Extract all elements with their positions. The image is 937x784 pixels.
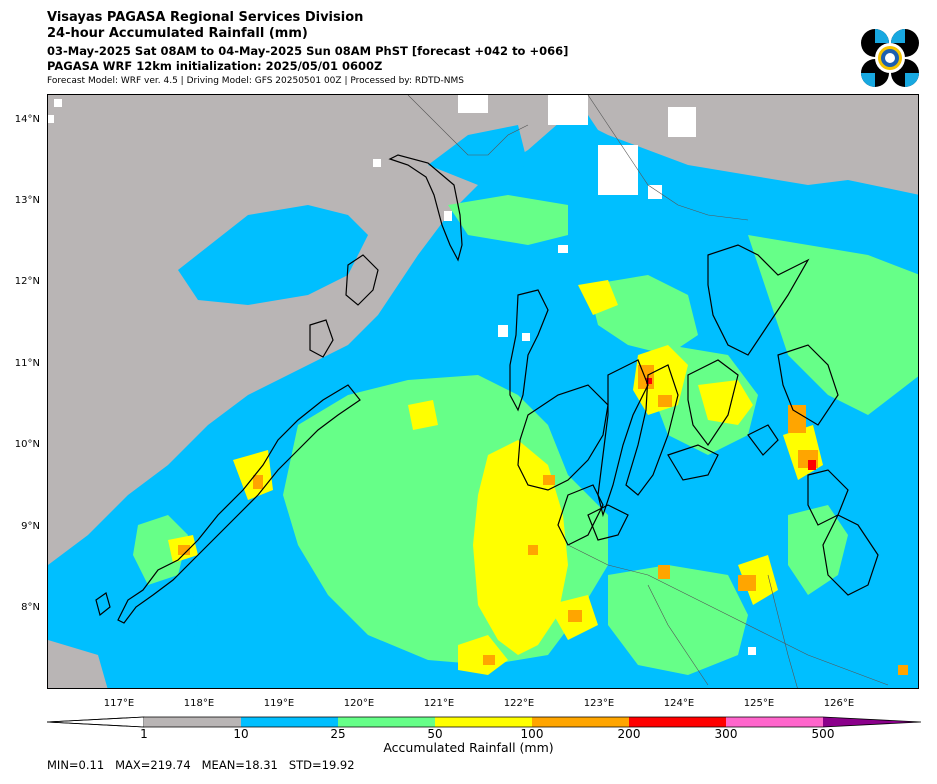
province-border-layer (407, 95, 889, 688)
lon-label-121: 121°E (423, 698, 455, 709)
lat-label-12: 12°N (14, 276, 40, 287)
colorbar-tick-10: 10 (233, 727, 249, 741)
lon-label-119: 119°E (263, 698, 295, 709)
colorbar-segment-1-10 (144, 717, 241, 727)
colorbar-segment-50-100 (435, 717, 532, 727)
colorbar-segment-300-500 (726, 717, 823, 727)
colorbar-segment-100-200 (532, 717, 629, 727)
colorbar-segment-200-300 (629, 717, 726, 727)
colorbar-tick-500: 500 (811, 727, 835, 741)
colorbar-label: Accumulated Rainfall (mm) (383, 740, 554, 755)
pagasa-logo-icon (861, 29, 919, 87)
colorbar-tick-50: 50 (427, 727, 443, 741)
rainfall-map (47, 94, 919, 689)
lon-label-123: 123°E (583, 698, 615, 709)
lat-label-13: 13°N (14, 195, 40, 206)
colorbar-upper-extension (823, 717, 921, 727)
colorbar-lower-extension (46, 716, 145, 728)
statistics-text: MIN=0.11 MAX=219.74 MEAN=18.31 STD=19.92 (47, 758, 355, 772)
title-block: Visayas PAGASA Regional Services Divisio… (47, 10, 568, 88)
lat-label-14: 14°N (14, 114, 40, 125)
colorbar-tick-100: 100 (520, 727, 544, 741)
rain-100-200-layer (178, 365, 908, 675)
lat-label-8: 8°N (21, 602, 40, 613)
lon-label-120: 120°E (343, 698, 375, 709)
colorbar-segment-25-50 (338, 717, 435, 727)
rain-200-300-layer (646, 378, 816, 470)
colorbar-tick-1: 1 (140, 727, 148, 741)
rain-below-1-layer (48, 95, 756, 655)
lon-label-118: 118°E (183, 698, 215, 709)
colorbar-tick-200: 200 (617, 727, 641, 741)
rainfall-map-canvas (48, 95, 918, 688)
colorbar-segment-10-25 (241, 717, 338, 727)
lat-label-9: 9°N (21, 521, 40, 532)
colorbar-tick-300: 300 (714, 727, 738, 741)
division-title: Visayas PAGASA Regional Services Divisio… (47, 10, 364, 25)
product-title: 24-hour Accumulated Rainfall (mm) (47, 26, 308, 41)
lat-label-10: 10°N (14, 439, 40, 450)
lon-label-124: 124°E (663, 698, 695, 709)
initialization-info: PAGASA WRF 12km initialization: 2025/05/… (47, 59, 383, 73)
valid-period: 03-May-2025 Sat 08AM to 04-May-2025 Sun … (47, 44, 569, 58)
lon-label-122: 122°E (503, 698, 535, 709)
lon-label-125: 125°E (743, 698, 775, 709)
colorbar-tick-25: 25 (330, 727, 346, 741)
model-info: Forecast Model: WRF ver. 4.5 | Driving M… (47, 76, 464, 86)
lon-label-117: 117°E (103, 698, 135, 709)
lon-label-126: 126°E (823, 698, 855, 709)
lat-label-11: 11°N (14, 358, 40, 369)
coastline-layer (95, 154, 879, 624)
colorbar (46, 716, 922, 728)
